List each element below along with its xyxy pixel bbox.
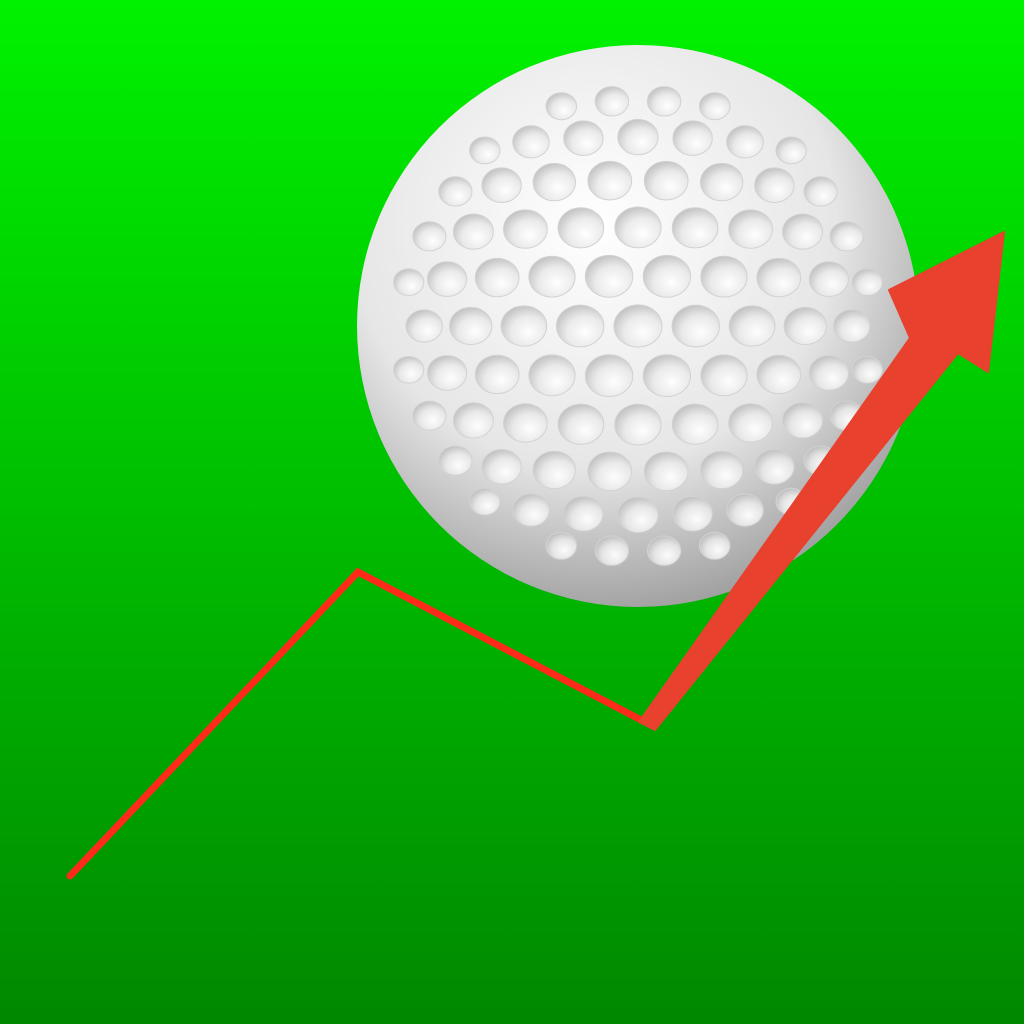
golf-ball-dimple [808,355,850,391]
golf-ball-dimple [726,493,764,527]
golf-ball-dimple [782,213,824,250]
golf-ball-dimple [500,305,548,347]
golf-ball-dimple [728,305,776,347]
golf-ball-dimple [469,136,501,165]
golf-ball-dimple [728,403,773,443]
golf-ball-dimple [481,167,522,203]
golf-ball-dimple [851,356,883,384]
golf-ball-dimple [617,496,659,534]
golf-ball-dimple [584,354,634,398]
golf-ball-dimple [545,92,578,121]
golf-ball-dimple [614,403,662,446]
golf-ball-dimple [671,207,719,249]
golf-ball-dimple [587,451,633,492]
golf-ball-dimple [643,160,689,201]
golf-ball-dimple [503,209,548,249]
golf-ball-dimple [528,354,576,397]
golf-ball-dimple [469,487,501,516]
golf-ball-dimple [563,496,604,532]
golf-ball-dimple [700,162,744,202]
golf-ball-dimple [557,403,605,445]
golf-ball-dimple [754,449,795,485]
golf-ball-dimple [481,449,522,485]
golf-ball [357,45,919,607]
golf-ball-dimple [563,120,604,156]
golf-ball-dimple [833,309,871,343]
golf-ball-dimple [438,176,473,207]
golf-ball-dimples [393,86,883,566]
golf-ball-dimple [756,354,802,395]
golf-ball-dimple [613,304,663,348]
golf-ball-dimple [412,221,447,252]
golf-ball-dimple [698,531,731,560]
golf-ball-dimple [808,261,850,297]
golf-ball-dimple [671,304,720,348]
golf-ball-dimple [646,86,682,117]
golf-ball-dimple [829,221,864,252]
golf-ball-dimple [427,261,468,297]
golf-ball-dimple [783,306,827,346]
golf-ball-dimple [594,86,630,117]
golf-ball-dimple [532,450,576,490]
golf-ball-dimple [427,355,468,391]
golf-ball-dimple [452,213,494,250]
golf-ball-dimple [512,493,550,527]
golf-ball-dimple [728,209,773,249]
golf-ball-dimple [557,207,605,249]
golf-ball-dimple [700,354,748,397]
golf-ball-dimple [412,400,447,431]
golf-ball-dimple [775,136,807,165]
golf-ball-dimple [584,254,634,298]
golf-ball-dimple [642,354,692,398]
golf-ball-dimple [528,255,576,298]
golf-ball-dimple [587,160,633,201]
golf-ball-dimple [726,125,764,159]
golf-ball-dimple [756,257,802,298]
golf-ball-dimple [672,120,713,156]
golf-ball-dimple [393,356,425,384]
golf-ball-dimple [754,167,795,203]
golf-ball-dimple [782,402,824,439]
golf-ball-dimple [532,162,576,202]
golf-ball-dimple [643,451,689,492]
golf-ball-dimple [617,118,659,156]
golf-ball-dimple [393,268,425,297]
golf-ball-dimple [438,445,473,476]
golf-ball-dimple [698,92,731,121]
golf-ball-dimple [474,354,520,395]
golf-ball-dimple [452,402,494,439]
golf-ball-dimple [474,257,520,298]
golf-ball-dimple [512,125,550,159]
golf-ball-dimple [594,535,630,566]
golf-ball-dimple [556,304,605,348]
golf-ball-dimple [545,531,578,560]
golf-ball-dimple [671,403,719,445]
golf-ball-dimple [700,255,748,298]
golf-ball-dimple [503,403,548,443]
golf-ball-dimple [672,496,713,532]
trend-line [66,567,649,880]
golf-ball-dimple [700,450,744,490]
golf-ball-dimple [642,254,692,298]
golf-ball-dimple [405,309,443,343]
golf-ball-dimple [851,268,883,297]
golf-ball-dimple [449,306,493,346]
trend-arrow-icon [638,231,1005,731]
golf-ball-dimple [646,535,682,566]
golf-ball-dimple [803,176,838,207]
golf-ball-dimple [614,206,662,249]
